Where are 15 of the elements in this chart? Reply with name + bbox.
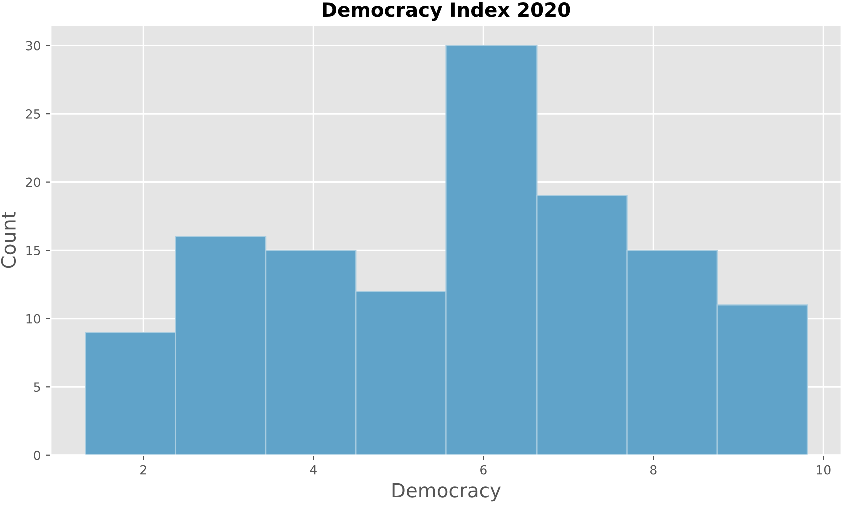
y-tick-label: 10 — [26, 314, 40, 324]
y-tick-label: 20 — [26, 178, 40, 188]
x-axis-title: Democracy — [392, 483, 501, 502]
x-tick-label: 4 — [310, 466, 317, 475]
x-tick-label: 8 — [650, 465, 657, 475]
x-tick-label: 10 — [817, 465, 831, 475]
x-tick-label: 6 — [480, 465, 487, 475]
y-tick-label: 30 — [26, 41, 40, 51]
y-tick-label: 15 — [26, 246, 40, 256]
chart-title: Democracy Index 2020 — [323, 2, 570, 22]
y-tick-label: 0 — [34, 450, 40, 460]
x-tick-label: 2 — [140, 465, 146, 475]
y-axis-title: Count — [1, 212, 16, 268]
y-tick-label: 5 — [34, 382, 40, 392]
y-tick-label: 25 — [26, 110, 40, 119]
